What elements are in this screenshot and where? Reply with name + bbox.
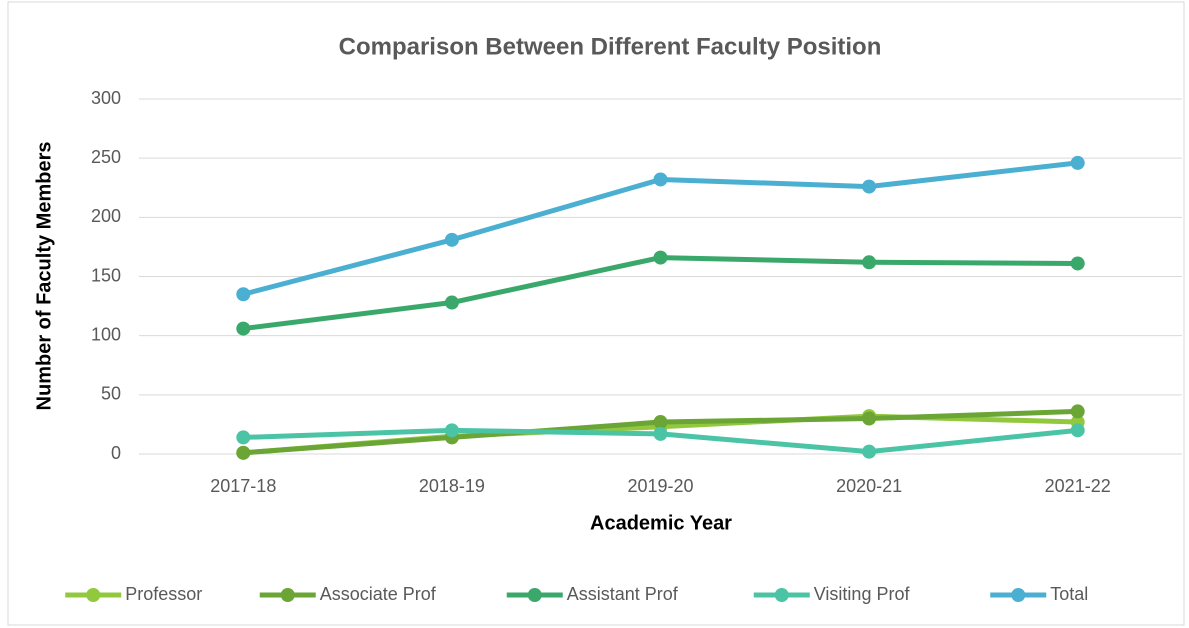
legend-marker (527, 588, 542, 602)
data-point (862, 255, 877, 270)
data-point (444, 295, 459, 310)
x-axis-title: Academic Year (590, 512, 732, 534)
legend-label: Assistant Prof (567, 584, 679, 604)
data-point (236, 287, 251, 302)
legend-label: Total (1050, 584, 1088, 604)
x-tick-label: 2017-18 (210, 476, 276, 496)
y-tick-label: 250 (91, 147, 121, 167)
y-axis-title: Number of Faculty Members (33, 142, 55, 411)
legend-label: Visiting Prof (814, 584, 911, 604)
data-point (653, 172, 668, 187)
legend-marker (280, 588, 295, 602)
data-point (862, 444, 877, 459)
x-tick-label: 2018-19 (419, 476, 485, 496)
chart-border (7, 1, 1185, 626)
data-point (1070, 404, 1085, 419)
legend-marker (1011, 588, 1026, 602)
data-point (236, 321, 251, 336)
y-tick-label: 50 (101, 384, 121, 404)
legend-marker (774, 588, 789, 602)
data-point (236, 445, 251, 460)
y-tick-label: 300 (91, 88, 121, 108)
data-point (444, 232, 459, 247)
chart-title: Comparison Between Different Faculty Pos… (339, 33, 882, 60)
data-point (444, 423, 459, 438)
y-tick-label: 0 (111, 443, 121, 463)
data-point (653, 426, 668, 441)
data-point (862, 411, 877, 426)
x-tick-label: 2021-22 (1045, 476, 1111, 496)
legend-label: Professor (125, 584, 202, 604)
data-point (653, 415, 668, 430)
data-point (1070, 155, 1085, 170)
x-tick-label: 2020-21 (836, 476, 902, 496)
data-point (1070, 423, 1085, 438)
y-tick-label: 200 (91, 206, 121, 226)
x-tick-label: 2019-20 (627, 476, 693, 496)
y-tick-label: 100 (91, 324, 121, 344)
data-point (1070, 256, 1085, 271)
data-point (236, 430, 251, 445)
data-point (862, 179, 877, 194)
legend-marker (86, 588, 101, 602)
legend-label: Associate Prof (320, 584, 437, 604)
data-point (653, 250, 668, 265)
y-tick-label: 150 (91, 265, 121, 285)
